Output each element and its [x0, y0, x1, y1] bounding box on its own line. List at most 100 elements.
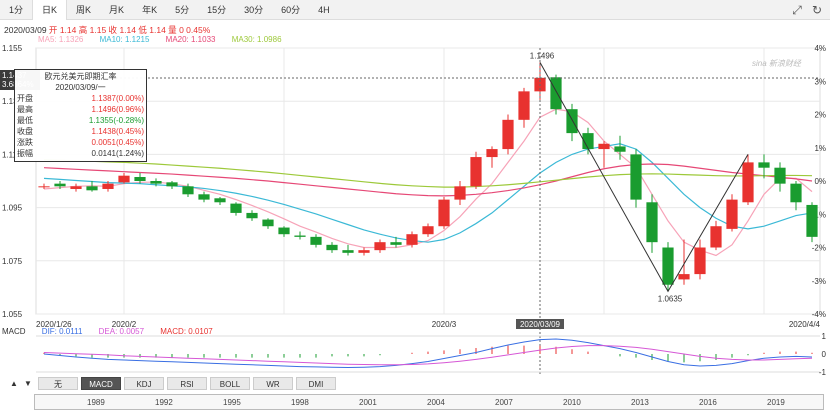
- info-low-label: 低: [138, 25, 147, 35]
- indicator-tab[interactable]: MACD: [81, 377, 121, 390]
- navigator-year: 2001: [359, 398, 377, 407]
- candle-body: [278, 227, 290, 235]
- period-tab[interactable]: 年K: [142, 4, 158, 15]
- candle: [422, 223, 434, 237]
- ohlc-info-bar: 2020/03/09 开 1.14 高 1.15 收 1.14 低 1.14 量…: [4, 24, 210, 36]
- candle: [38, 183, 50, 189]
- arrow-down-icon[interactable]: ▼: [24, 379, 32, 388]
- candle-body: [758, 162, 770, 168]
- info-high: 1.15: [89, 25, 107, 35]
- candle-body: [214, 198, 226, 203]
- indicator-tab[interactable]: KDJ: [124, 377, 164, 390]
- candle-body: [358, 250, 370, 253]
- candle-body: [134, 177, 146, 181]
- tooltip-row-high: 最高 1.1496(0.96%): [17, 104, 144, 115]
- candle: [486, 146, 498, 168]
- y-pct-tick-label: -4%: [812, 310, 826, 319]
- ma20-label: MA20: 1.1033: [165, 35, 216, 44]
- y-tick-label: 1.095: [2, 204, 23, 213]
- period-tab[interactable]: 15分: [207, 4, 227, 15]
- tooltip-date: 2020/03/09/一: [55, 83, 106, 92]
- period-tab[interactable]: 日K: [32, 0, 68, 20]
- candle-body: [294, 235, 306, 237]
- period-tab[interactable]: 周K: [76, 4, 92, 15]
- candle: [614, 135, 626, 160]
- time-navigator[interactable]: 1989 1992 1995 1998 2001 2004 2007 2010 2013 2016…: [34, 394, 824, 410]
- navigator-year: 2013: [631, 398, 649, 407]
- candle: [390, 236, 402, 248]
- navigator-year: 2019: [767, 398, 785, 407]
- period-tab[interactable]: 60分: [281, 4, 301, 15]
- refresh-icon[interactable]: ↻: [811, 3, 823, 17]
- navigator-year: 1998: [291, 398, 309, 407]
- macd-legend: MACD DIF: 0.0111 DEA: 0.0057 MACD: 0.010…: [2, 327, 227, 336]
- period-tab[interactable]: 月K: [109, 4, 125, 15]
- tooltip-label: 涨跌: [17, 138, 33, 147]
- period-tab[interactable]: 4H: [318, 4, 330, 15]
- candle-body: [502, 119, 514, 150]
- candle: [86, 181, 98, 192]
- macd-value-label: MACD: 0.0107: [160, 327, 213, 336]
- candle: [470, 151, 482, 189]
- indicator-tab[interactable]: WR: [253, 377, 293, 390]
- candle-body: [310, 236, 322, 245]
- ma5-label: MA5: 1.1326: [38, 35, 84, 44]
- candle-body: [646, 202, 658, 243]
- candle: [326, 242, 338, 253]
- tooltip-value: 0.0141(1.24%): [91, 149, 144, 158]
- tooltip-label: 最低: [17, 116, 33, 125]
- y-pct-tick-label: 0%: [814, 177, 826, 186]
- candle-body: [582, 133, 594, 150]
- candle-body: [54, 183, 66, 187]
- indicator-tab[interactable]: BOLL: [210, 377, 250, 390]
- y-pct-tick-label: -1%: [812, 210, 826, 219]
- ma-line-ma20: [43, 163, 813, 197]
- candle-body: [438, 199, 450, 227]
- price-annotation: 1.0635: [658, 294, 683, 303]
- navigator-year: 2007: [495, 398, 513, 407]
- navigator-year: 1992: [155, 398, 173, 407]
- tooltip-value: 1.1496(0.96%): [91, 105, 144, 114]
- candle-body: [406, 234, 418, 245]
- candle: [694, 239, 706, 280]
- tooltip-value: 1.1438(0.45%): [91, 127, 144, 136]
- macd-title: MACD: [2, 327, 26, 336]
- macd-y-tick-label: 0: [822, 350, 827, 359]
- candle-body: [166, 182, 178, 187]
- info-date: 2020/03/09: [4, 25, 47, 35]
- period-tab[interactable]: 30分: [244, 4, 264, 15]
- indicator-tabs: 无 MACD KDJ RSI BOLL WR DMI: [38, 377, 336, 390]
- candle-body: [694, 247, 706, 275]
- candle-body: [486, 149, 498, 158]
- tooltip-row-amplitude: 振幅 0.0141(1.24%): [17, 148, 144, 159]
- navigator-year: 1989: [87, 398, 105, 407]
- indicator-tab[interactable]: 无: [38, 377, 78, 390]
- ma-line-ma30: [43, 159, 813, 188]
- arrow-up-icon[interactable]: ▲: [10, 379, 18, 388]
- macd-y-tick-label: 1: [822, 332, 827, 341]
- period-tab[interactable]: 1分: [9, 4, 24, 15]
- candle: [54, 181, 66, 189]
- candle: [374, 239, 386, 253]
- info-change-label: 量: [168, 25, 177, 35]
- candle: [758, 154, 770, 179]
- x-tick-label: 2020/1/26: [36, 320, 72, 329]
- dea-line: [43, 345, 813, 366]
- candle: [70, 183, 82, 192]
- tooltip-row-change: 涨跌 0.0051(0.45%): [17, 137, 144, 148]
- ma30-label: MA30: 1.0986: [231, 35, 282, 44]
- candle: [630, 149, 642, 208]
- candle-body: [422, 226, 434, 235]
- indicator-tab[interactable]: RSI: [167, 377, 207, 390]
- candle: [646, 194, 658, 253]
- zigzag-line: [539, 62, 749, 293]
- candle-body: [374, 242, 386, 251]
- indicator-tab[interactable]: DMI: [296, 377, 336, 390]
- info-high-label: 高: [78, 25, 88, 35]
- candle: [662, 242, 674, 292]
- ma-legend: MA5: 1.1326 MA10: 1.1215 MA20: 1.1033 MA…: [38, 35, 296, 44]
- period-tab[interactable]: 5分: [175, 4, 190, 15]
- expand-icon[interactable]: ⤢: [792, 3, 802, 17]
- info-low: 1.14: [149, 25, 166, 35]
